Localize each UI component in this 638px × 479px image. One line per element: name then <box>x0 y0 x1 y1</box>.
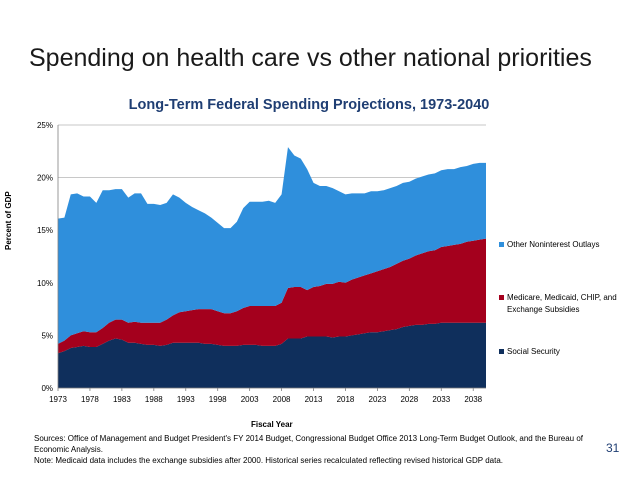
y-tick-labels: 0% 5% 10% 15% 20% 25% <box>37 121 53 393</box>
stacked-areas <box>58 147 486 388</box>
x-tick-label-1988: 1988 <box>145 395 163 404</box>
legend-label-other: Other Noninterest Outlays <box>507 240 600 249</box>
area-series-social-security <box>58 322 486 388</box>
x-tick-label-1978: 1978 <box>81 395 99 404</box>
x-tick-labels: 1973 1978 1983 1988 1993 1998 2003 2008 2013 2018… <box>49 388 483 404</box>
y-tick-label-0: 0% <box>41 384 53 393</box>
x-axis-label: Fiscal Year <box>251 420 293 429</box>
area-series-other-noninterest <box>58 147 486 344</box>
chart-title: Long-Term Federal Spending Projections, … <box>128 97 490 113</box>
x-tick-label-2023: 2023 <box>369 395 387 404</box>
page-number: 31 <box>606 441 620 455</box>
x-tick-label-1998: 1998 <box>209 395 227 404</box>
x-tick-label-2028: 2028 <box>400 395 418 404</box>
legend-swatch-other <box>499 242 504 247</box>
legend-item-medicare: Medicare, Medicaid, CHIP, and Exchange S… <box>499 292 625 316</box>
y-axis-label: Percent of GDP <box>4 191 13 250</box>
x-tick-label-1983: 1983 <box>113 395 131 404</box>
note-text: Note: Medicaid data includes the exchang… <box>34 456 503 465</box>
y-tick-label-15: 15% <box>37 226 53 235</box>
legend-swatch-social-security <box>499 349 504 354</box>
x-tick-label-2008: 2008 <box>273 395 291 404</box>
legend-item-social-security: Social Security <box>499 346 560 358</box>
x-tick-label-1993: 1993 <box>177 395 195 404</box>
sources-footnote: Sources: Office of Management and Budget… <box>34 433 606 466</box>
x-tick-label-1973: 1973 <box>49 395 67 404</box>
y-tick-label-10: 10% <box>37 279 53 288</box>
legend-swatch-medicare <box>499 295 504 300</box>
slide-title: Spending on health care vs other nationa… <box>29 44 592 72</box>
legend-item-other: Other Noninterest Outlays <box>499 239 600 251</box>
x-tick-label-2003: 2003 <box>241 395 259 404</box>
x-tick-label-2013: 2013 <box>305 395 323 404</box>
x-tick-label-2033: 2033 <box>432 395 450 404</box>
y-tick-label-25: 25% <box>37 121 53 130</box>
y-tick-label-5: 5% <box>41 331 53 340</box>
legend-label-medicare: Medicare, Medicaid, CHIP, and Exchange S… <box>507 293 617 314</box>
axes <box>57 125 486 389</box>
y-tick-label-20: 20% <box>37 174 53 183</box>
legend-label-social-security: Social Security <box>507 347 560 356</box>
x-tick-label-2018: 2018 <box>337 395 355 404</box>
sources-text: Sources: Office of Management and Budget… <box>34 434 583 454</box>
area-series-medicare <box>58 238 486 354</box>
x-tick-label-2038: 2038 <box>464 395 482 404</box>
